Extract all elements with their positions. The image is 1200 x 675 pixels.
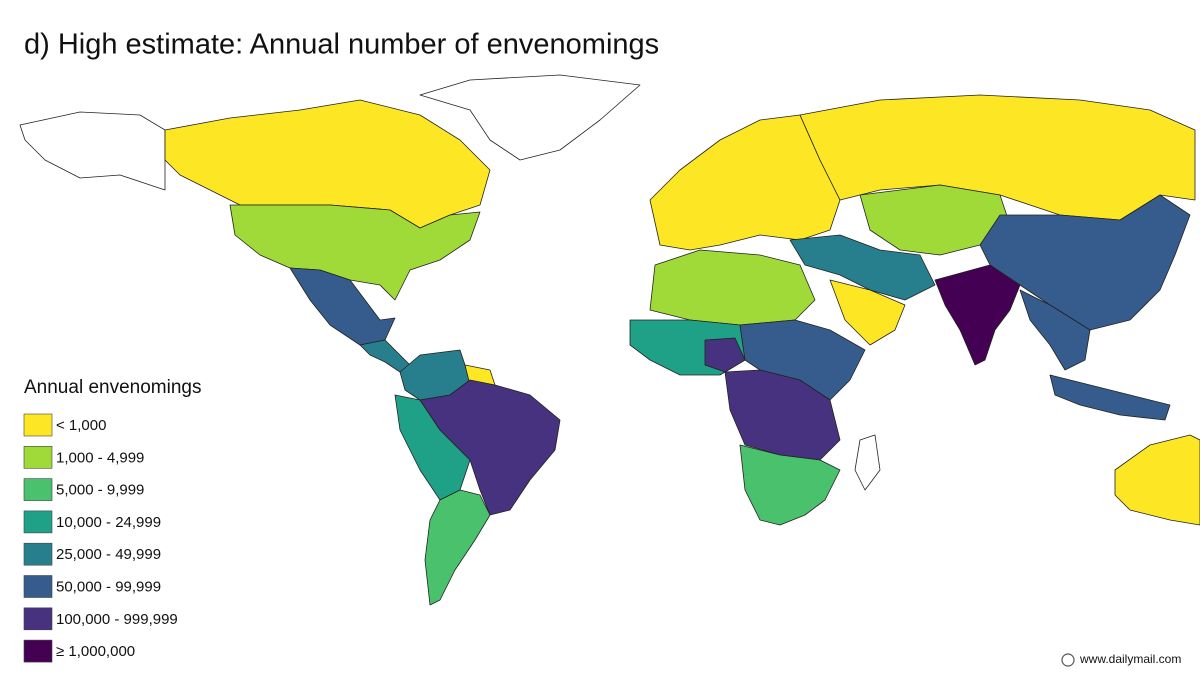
legend-swatch — [23, 445, 53, 469]
legend-swatch — [23, 607, 53, 631]
region — [289, 267, 396, 346]
legend-swatch — [23, 542, 53, 566]
legend-swatch — [23, 639, 53, 663]
world-map — [19, 74, 1200, 606]
region — [739, 319, 866, 401]
legend-label: 100,000 - 999,999 — [56, 611, 178, 628]
region — [649, 114, 841, 251]
legend-label: 5,000 - 9,999 — [56, 482, 144, 499]
region — [229, 204, 481, 301]
legend-swatch — [23, 510, 53, 534]
region — [829, 279, 906, 346]
legend-swatch — [23, 478, 53, 501]
legend-label: < 1,000 — [56, 417, 106, 434]
legend: Annual envenomings < 1,000 1,000 - 4,999 5… — [23, 377, 201, 663]
region — [739, 444, 841, 526]
region — [649, 249, 816, 326]
legend-label: ≥ 1,000,000 — [56, 643, 135, 660]
legend-swatch — [23, 413, 53, 437]
region — [1114, 434, 1200, 526]
region — [19, 111, 166, 191]
legend-label: 25,000 - 49,999 — [56, 546, 161, 563]
region — [419, 74, 641, 161]
region — [724, 369, 841, 461]
region — [424, 489, 491, 606]
region — [704, 337, 746, 373]
legend-label: 1,000 - 4,999 — [56, 449, 144, 466]
region — [1019, 289, 1091, 371]
region — [854, 434, 881, 491]
legend-label: 50,000 - 99,999 — [56, 578, 161, 595]
region — [1049, 374, 1171, 421]
region — [359, 339, 411, 373]
source-credit: www.dailymail.com — [1079, 652, 1181, 666]
copyright-icon — [1061, 653, 1075, 667]
legend-label: 10,000 - 24,999 — [56, 514, 161, 531]
legend-swatch — [23, 575, 53, 598]
map-title: d) High estimate: Annual number of enven… — [24, 29, 659, 61]
region — [419, 379, 561, 516]
region — [789, 234, 936, 301]
legend-title: Annual envenomings — [24, 377, 201, 398]
region — [934, 264, 1021, 366]
